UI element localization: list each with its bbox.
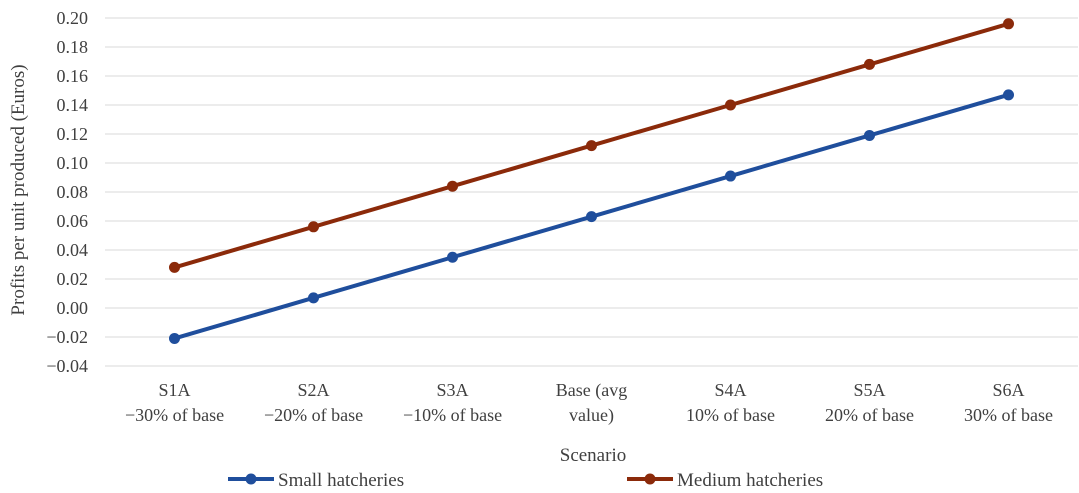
- x-tick-label: S2A −20% of base: [264, 380, 363, 425]
- series-0: [169, 89, 1014, 344]
- legend-item: Medium hatcheries: [627, 470, 823, 491]
- legend-swatch-marker: [644, 473, 656, 485]
- legend-item: Small hatcheries: [228, 470, 404, 491]
- x-tick-label-line: value): [569, 405, 614, 426]
- series-1: [169, 18, 1014, 273]
- data-point: [447, 180, 458, 192]
- y-tick-label: 0.00: [57, 298, 89, 318]
- legend-label: Small hatcheries: [278, 470, 404, 491]
- legend: Small hatcheries Medium hatcheries: [228, 470, 823, 491]
- y-tick-label: 0.08: [57, 182, 89, 202]
- x-tick-label-line: −10% of base: [403, 405, 502, 425]
- y-tick-label: −0.02: [46, 327, 88, 347]
- x-axis-title: Scenario: [560, 445, 626, 466]
- x-tick-label-line: −20% of base: [264, 405, 363, 425]
- series-lines: [169, 18, 1014, 344]
- data-point: [586, 211, 597, 223]
- x-tick-label: S6A 30% of base: [964, 380, 1053, 425]
- y-tick-label: 0.10: [57, 153, 89, 173]
- x-tick-label-line: S1A: [158, 380, 190, 400]
- data-point: [169, 332, 180, 344]
- data-point: [864, 58, 875, 70]
- x-tick-label-line: 30% of base: [964, 405, 1053, 425]
- data-point: [447, 251, 458, 263]
- x-tick-label-line: −30% of base: [125, 405, 224, 425]
- data-point: [308, 292, 319, 304]
- x-tick-label-line: S2A: [297, 380, 329, 400]
- data-point: [1003, 89, 1014, 101]
- y-tick-label: 0.04: [57, 240, 89, 260]
- x-tick-label-line: Base (avg: [556, 380, 627, 401]
- data-point: [586, 140, 597, 152]
- x-axis-tick-labels: S1A −30% of base S2A −20% of base S3A −10% of…: [125, 380, 1053, 426]
- y-tick-label: 0.18: [57, 37, 89, 57]
- x-tick-label-line: S4A: [714, 380, 746, 400]
- data-point: [169, 261, 180, 273]
- data-point: [725, 170, 736, 182]
- y-tick-label: 0.02: [57, 269, 89, 289]
- x-tick-label-line: 10% of base: [686, 405, 775, 425]
- x-tick-label: S1A −30% of base: [125, 380, 224, 425]
- y-tick-label: 0.12: [57, 124, 89, 144]
- data-point: [725, 99, 736, 111]
- y-axis-tick-labels: −0.04 −0.02 0.00 0.02 0.04 0.06 0.08 0.10 0.12 0.…: [46, 8, 88, 376]
- x-tick-label: S4A 10% of base: [686, 380, 775, 425]
- gridlines: [105, 17, 1078, 367]
- y-tick-label: 0.16: [57, 66, 89, 86]
- x-tick-label-line: S3A: [436, 380, 468, 400]
- x-tick-label: S3A −10% of base: [403, 380, 502, 425]
- x-tick-label-line: S6A: [992, 380, 1024, 400]
- x-tick-label-line: S5A: [853, 380, 885, 400]
- data-point: [864, 129, 875, 141]
- y-tick-label: 0.06: [57, 211, 89, 231]
- y-tick-label: 0.20: [57, 8, 89, 28]
- data-point: [308, 221, 319, 233]
- y-tick-label: 0.14: [57, 95, 89, 115]
- legend-swatch-marker: [245, 473, 257, 485]
- y-tick-label: −0.04: [46, 356, 88, 376]
- x-tick-label: Base (avg value): [556, 380, 627, 426]
- x-tick-label: S5A 20% of base: [825, 380, 914, 425]
- data-point: [1003, 18, 1014, 30]
- x-tick-label-line: 20% of base: [825, 405, 914, 425]
- legend-label: Medium hatcheries: [677, 470, 823, 491]
- y-axis-title: Profits per unit produced (Euros): [8, 64, 29, 315]
